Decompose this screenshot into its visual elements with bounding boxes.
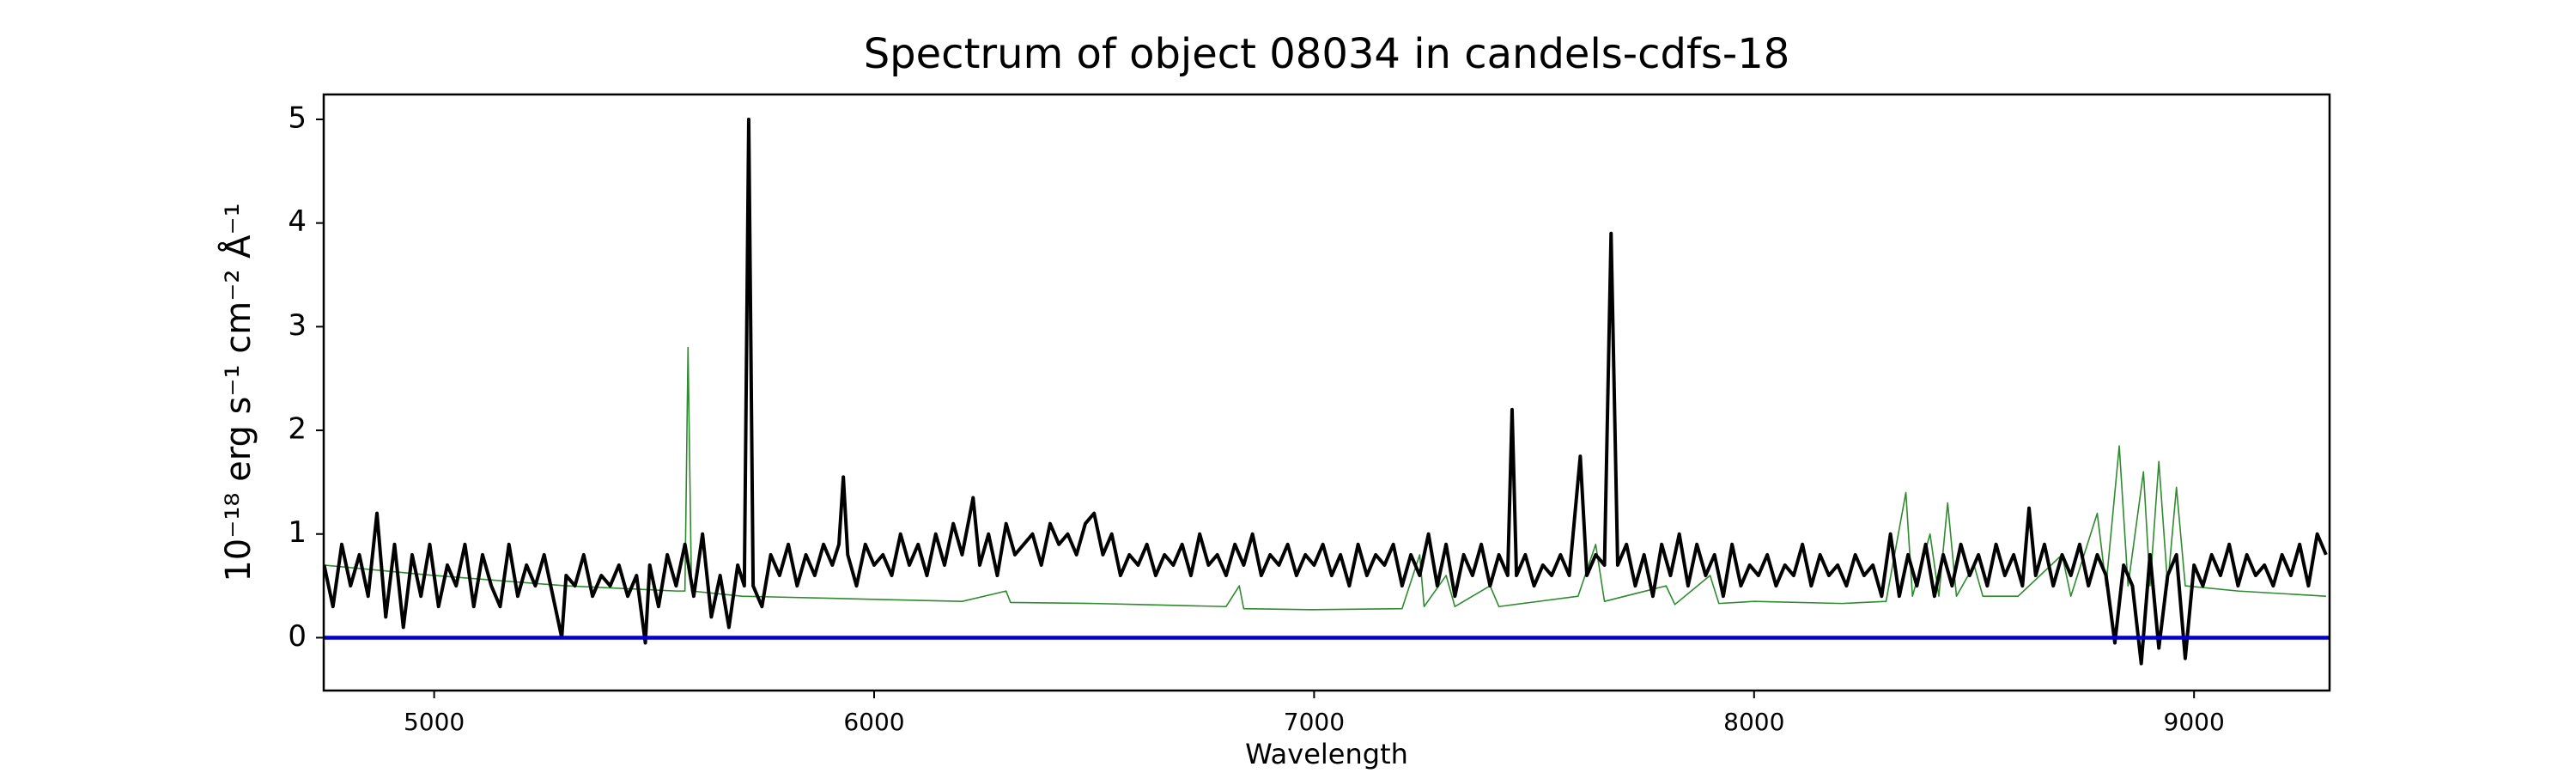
series-line [324,117,2328,666]
y-tick-label: 2 [288,412,307,447]
x-tick-label: 7000 [1284,708,1345,736]
chart-title: Spectrum of object 08034 in candels-cdfs… [864,30,1790,78]
x-tick-label: 5000 [404,708,465,736]
y-tick-label: 3 [288,308,307,343]
x-tick-label: 6000 [843,708,904,736]
y-tick-label: 1 [288,515,307,550]
x-tick-label: 9000 [2164,708,2225,736]
plot-frame [322,93,2331,692]
x-tick-label: 8000 [1723,708,1784,736]
y-tick-label: 0 [288,619,307,654]
y-tick-label: 5 [288,100,307,135]
series-line [324,346,2326,611]
x-axis-label: Wavelength [1245,738,1408,770]
y-tick-label: 4 [288,204,307,239]
y-axis-label: 10⁻¹⁸ erg s⁻¹ cm⁻² Å⁻¹ [217,203,258,581]
